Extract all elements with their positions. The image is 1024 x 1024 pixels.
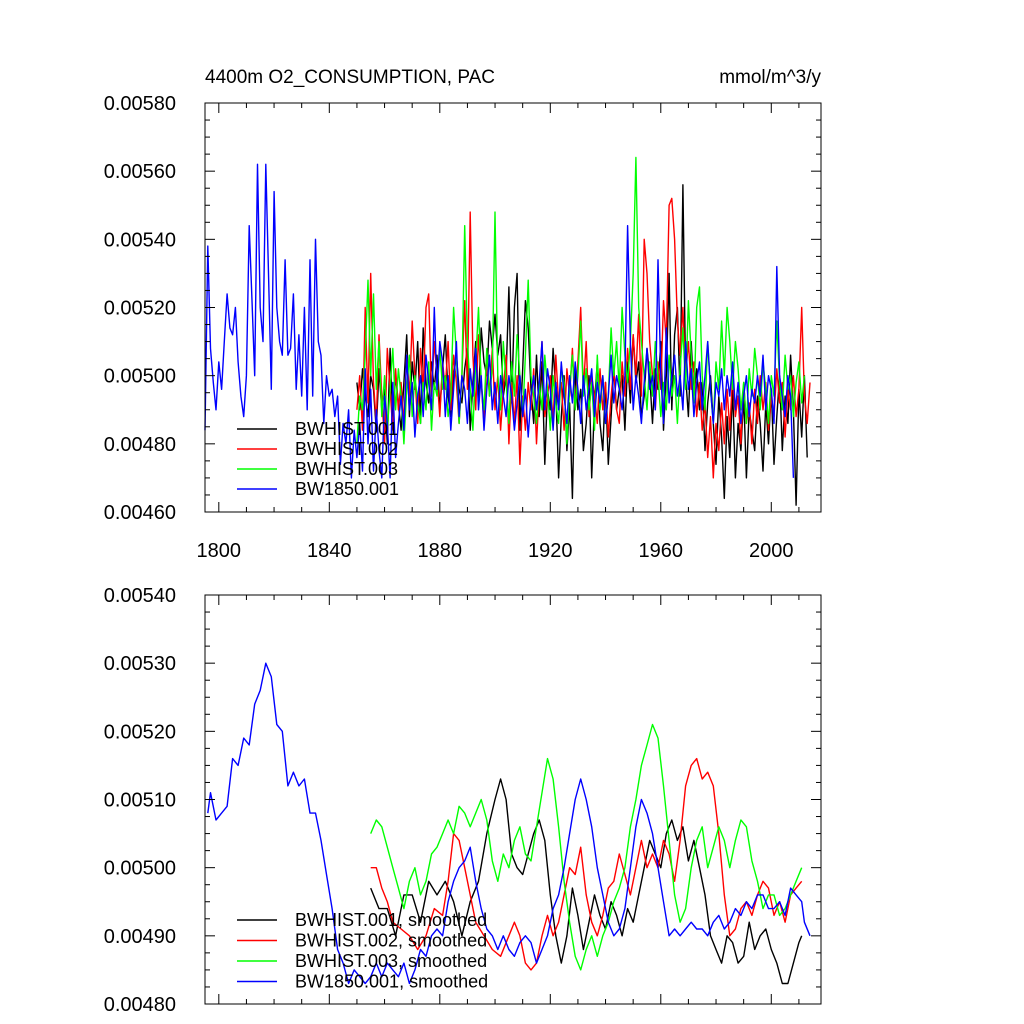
top-panel-x-tick-labels: 1800 1840 1880 1920 1960 2000 xyxy=(197,540,794,562)
series-line-4 xyxy=(204,163,795,479)
top-panel-series-group xyxy=(204,156,811,506)
series-line-1 xyxy=(356,184,808,506)
top-panel-units: mmol/m^3/y xyxy=(719,67,821,88)
legend-label: BWHIST.001 xyxy=(295,419,398,439)
bottom-panel-y-tick-labels: 0.00480 0.00490 0.00500 0.00510 0.00520 0.005… xyxy=(104,585,176,1016)
y-tick-label: 0.00460 xyxy=(104,502,176,524)
x-tick-label: 1840 xyxy=(307,540,352,562)
y-tick-label: 0.00520 xyxy=(104,298,176,320)
legend-label: BWHIST.002 xyxy=(295,439,398,459)
y-tick-label: 0.00530 xyxy=(104,653,176,675)
legend-label: BWHIST.003 xyxy=(295,459,398,479)
y-tick-label: 0.00500 xyxy=(104,366,176,388)
y-tick-label: 0.00560 xyxy=(104,161,176,183)
series-line-2 xyxy=(370,757,803,971)
bottom-panel-series-group xyxy=(207,662,811,985)
y-tick-label: 0.00480 xyxy=(104,434,176,456)
x-tick-label: 1880 xyxy=(418,540,463,562)
top-panel-title: 4400m O2_CONSUMPTION, PAC xyxy=(205,67,495,88)
y-tick-label: 0.00520 xyxy=(104,721,176,743)
y-tick-label: 0.00540 xyxy=(104,229,176,251)
top-panel-y-tick-labels: 0.00460 0.00480 0.00500 0.00520 0.00540 0.005… xyxy=(104,93,176,524)
x-tick-label: 2000 xyxy=(749,540,794,562)
legend-label: BWHIST.002, smoothed xyxy=(295,931,487,951)
x-tick-label: 1960 xyxy=(639,540,684,562)
y-tick-label: 0.00500 xyxy=(104,858,176,880)
top-panel: 4400m O2_CONSUMPTION, PAC mmol/m^3/y 0.0… xyxy=(104,67,822,562)
y-tick-label: 0.00540 xyxy=(104,585,176,607)
y-tick-label: 0.00480 xyxy=(104,994,176,1016)
x-tick-label: 1920 xyxy=(528,540,573,562)
series-line-1 xyxy=(370,778,803,985)
y-tick-label: 0.00490 xyxy=(104,926,176,948)
bottom-panel-ticks xyxy=(205,594,821,1005)
series-line-3 xyxy=(356,156,806,445)
legend-label: BW1850.001, smoothed xyxy=(295,972,488,992)
top-panel-ticks xyxy=(205,102,821,513)
series-line-3 xyxy=(370,723,803,971)
bottom-panel: 0.00480 0.00490 0.00500 0.00510 0.00520 0.005… xyxy=(104,585,822,1016)
legend-label: BW1850.001 xyxy=(295,479,399,499)
y-tick-label: 0.00580 xyxy=(104,93,176,115)
x-tick-label: 1800 xyxy=(197,540,242,562)
series-line-4 xyxy=(207,662,811,985)
legend-label: BWHIST.003, smoothed xyxy=(295,951,487,971)
legend-label: BWHIST.001, smoothed xyxy=(295,910,487,930)
y-tick-label: 0.00510 xyxy=(104,790,176,812)
